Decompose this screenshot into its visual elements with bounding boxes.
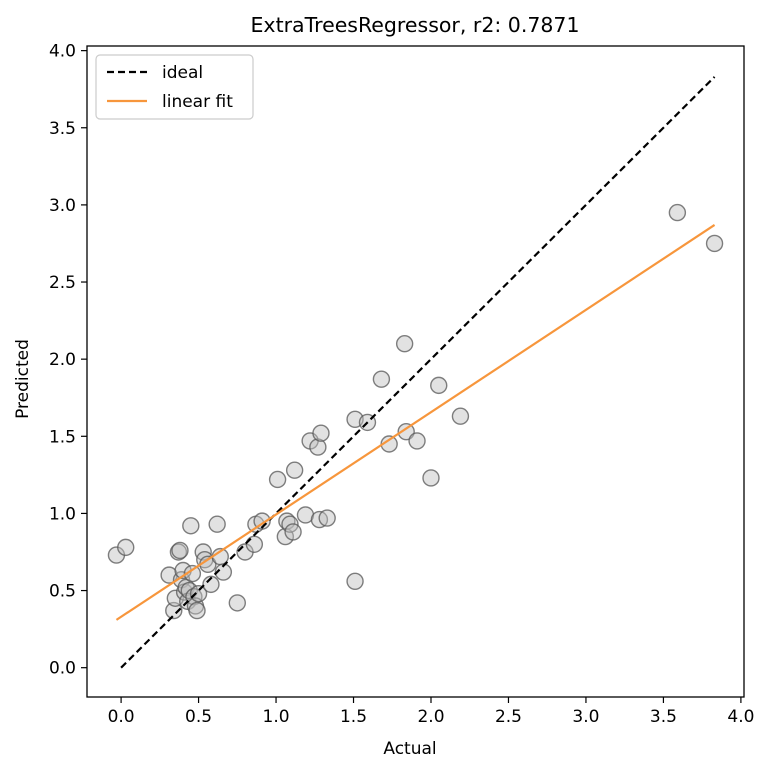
- data-point: [278, 512, 296, 530]
- x-tick-label: 1.0: [263, 707, 290, 727]
- legend-fit-label: linear fit: [162, 92, 233, 112]
- x-tick-label: 4.0: [727, 707, 754, 727]
- data-point: [245, 535, 264, 553]
- linear-fit-line: [115, 224, 716, 621]
- data-point: [117, 538, 135, 557]
- y-tick-label: 1.0: [49, 504, 76, 524]
- y-tick-label: 2.0: [49, 350, 76, 370]
- y-tick-label: 3.5: [49, 119, 76, 139]
- data-point: [395, 335, 414, 353]
- y-tick-label: 1.5: [49, 427, 76, 447]
- data-point: [309, 438, 327, 456]
- legend-ideal-label: ideal: [162, 63, 203, 83]
- data-point: [284, 523, 302, 541]
- data-point: [183, 564, 202, 583]
- data-point: [422, 469, 440, 487]
- chart-title: ExtraTreesRegressor, r2: 0.7871: [250, 13, 579, 37]
- axis-ticks: 0.0 0.5 1.0 1.5 2.0 2.5 3.0 3.5 4.0 0.0 0.5 1.0 1.5 2…: [49, 42, 754, 727]
- x-tick-label: 3.5: [650, 707, 677, 727]
- data-point: [668, 203, 687, 222]
- x-tick-label: 1.5: [340, 707, 367, 727]
- data-point: [451, 407, 470, 425]
- data-point: [408, 432, 426, 450]
- legend: ideal linear fit: [95, 54, 254, 120]
- y-tick-label: 4.0: [49, 42, 76, 62]
- data-point: [285, 461, 304, 479]
- plot-frame: [86, 45, 745, 698]
- x-tick-label: 0.5: [185, 707, 212, 727]
- x-tick-label: 3.0: [572, 707, 599, 727]
- data-point: [430, 376, 448, 395]
- x-tick-label: 2.5: [495, 707, 522, 727]
- data-points: [107, 203, 724, 620]
- y-tick-label: 2.5: [49, 273, 76, 293]
- reference-lines: [115, 76, 716, 669]
- data-point: [182, 517, 200, 535]
- y-tick-label: 3.0: [49, 196, 76, 216]
- data-point: [318, 509, 336, 527]
- y-tick-label: 0.0: [49, 659, 76, 679]
- data-point: [346, 572, 364, 591]
- data-point: [171, 541, 189, 560]
- data-point: [208, 515, 226, 533]
- data-point: [214, 563, 233, 581]
- y-tick-label: 0.5: [49, 582, 76, 602]
- data-point: [268, 470, 287, 489]
- x-tick-label: 2.0: [417, 707, 444, 727]
- y-axis-label: Predicted: [13, 339, 33, 419]
- data-point: [188, 601, 206, 620]
- ideal-line: [120, 76, 716, 669]
- x-axis-label: Actual: [383, 739, 436, 759]
- x-tick-label: 0.0: [108, 707, 135, 727]
- data-point: [202, 575, 220, 594]
- data-point: [372, 370, 391, 388]
- data-point: [312, 424, 330, 442]
- data-point: [228, 594, 247, 612]
- data-point: [189, 584, 208, 603]
- data-point: [705, 234, 724, 253]
